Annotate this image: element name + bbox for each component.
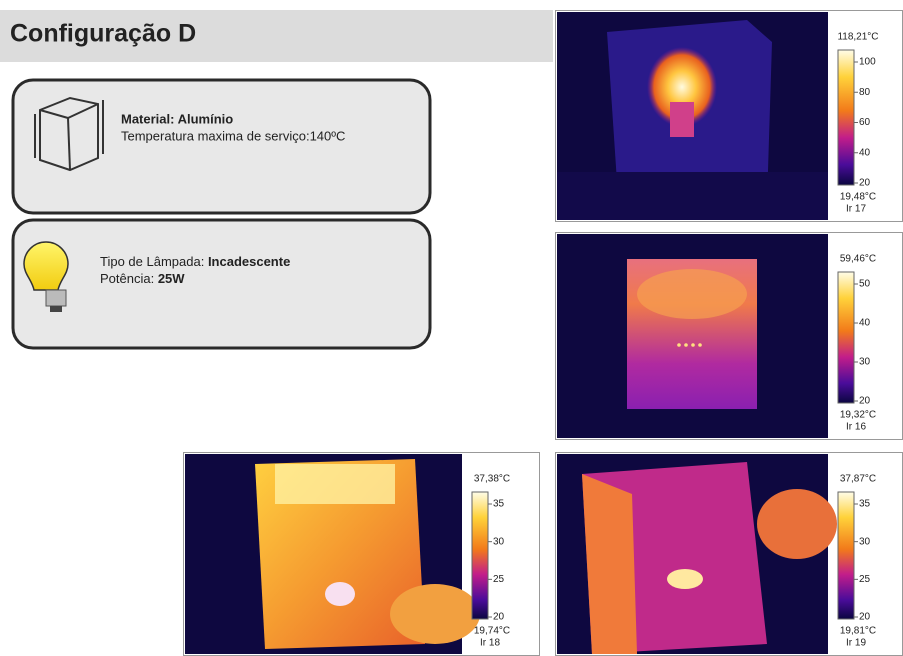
lamp-type: Tipo de Lâmpada: Incadescente	[100, 254, 290, 269]
thermal-panel: 37,38°C 35 30 25 20 19,74°CIr 18	[183, 452, 540, 656]
scale-tick-label: 40	[859, 318, 871, 329]
min-temp: 19,32°C	[840, 410, 876, 421]
bulb-glow	[647, 47, 717, 127]
scale-tick-label: 20	[493, 612, 505, 623]
min-temp: 19,74°C	[474, 626, 510, 637]
scale-tick-label: 20	[859, 612, 871, 623]
image-id: Ir 19	[846, 638, 866, 649]
lamp-type-label: Tipo de Lâmpada:	[100, 254, 204, 269]
temperature: Temperatura maxima de serviço:140ºC	[121, 128, 345, 143]
lamp-card	[11, 218, 432, 350]
thermal-panel: 118,21°C 100 80 60 40 20 19,48°CIr 17	[555, 10, 903, 222]
floor	[557, 172, 828, 220]
box	[255, 459, 425, 649]
color-scale	[471, 491, 489, 620]
max-temp: 37,87°C	[840, 474, 876, 485]
scale-tick-label: 40	[859, 147, 871, 158]
bulb-neck	[670, 102, 694, 137]
scale-tick-label: 80	[859, 87, 871, 98]
thermal-panel: 37,87°C 35 30 25 20 19,81°CIr 19	[555, 452, 903, 656]
color-scale	[837, 491, 855, 620]
header-band	[0, 10, 553, 62]
max-temp: 59,46°C	[840, 254, 876, 265]
lamp-power-label: Potência:	[100, 271, 154, 286]
scale-tick-label: 60	[859, 117, 871, 128]
min-temp: 19,48°C	[840, 192, 876, 203]
lamp-power: Potência: 25W	[100, 271, 185, 286]
material-card	[11, 78, 432, 215]
color-scale	[837, 271, 855, 404]
scale-tick-label: 30	[859, 536, 871, 547]
image-id: Ir 16	[846, 422, 866, 433]
bulb-icon	[23, 241, 69, 312]
dot	[698, 343, 702, 347]
bulb	[325, 582, 355, 606]
dot	[691, 343, 695, 347]
dot	[684, 343, 688, 347]
frame-icon	[34, 96, 104, 172]
dot	[677, 343, 681, 347]
lamp-type-value: Incadescente	[208, 254, 290, 269]
scale-tick-label: 30	[859, 357, 871, 368]
scale-tick-label: 35	[859, 499, 871, 510]
scale-tick-label: 25	[493, 574, 505, 585]
image-id: Ir 18	[480, 638, 500, 649]
scale-tick-label: 20	[859, 178, 871, 189]
side	[582, 474, 637, 654]
material: Material: Alumínio	[121, 111, 233, 126]
hand	[757, 489, 837, 559]
scale-tick-label: 35	[493, 499, 505, 510]
title: Configuração D	[10, 20, 196, 48]
scale-tick-label: 50	[859, 279, 871, 290]
color-scale	[837, 49, 855, 186]
bulb	[667, 569, 703, 589]
min-temp: 19,81°C	[840, 626, 876, 637]
lamp-power-value: 25W	[158, 271, 185, 286]
top	[275, 464, 395, 504]
scale-tick-label: 30	[493, 536, 505, 547]
glow	[637, 269, 747, 319]
max-temp: 37,38°C	[474, 474, 510, 485]
scale-tick-label: 25	[859, 574, 871, 585]
image-id: Ir 17	[846, 204, 866, 215]
hand	[390, 584, 480, 644]
thermal-panel: 59,46°C 50 40 30 20 19,32°CIr 16	[555, 232, 903, 440]
scale-tick-label: 100	[859, 57, 876, 68]
max-temp: 118,21°C	[837, 32, 878, 43]
scale-tick-label: 20	[859, 396, 871, 407]
